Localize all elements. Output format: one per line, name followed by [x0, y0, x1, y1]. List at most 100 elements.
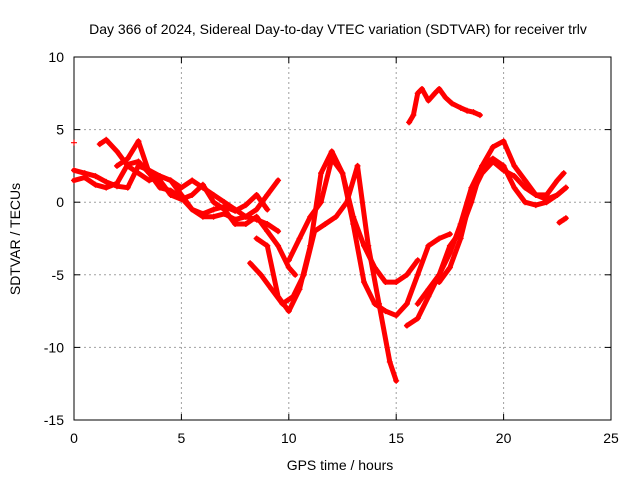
data-point [257, 271, 264, 278]
data-point [113, 162, 120, 169]
data-point [382, 279, 389, 286]
data-point [382, 308, 389, 315]
data-point [210, 199, 217, 206]
chart-title: Day 366 of 2024, Sidereal Day-to-day VTE… [89, 21, 587, 37]
data-point [253, 213, 260, 220]
series-trace [556, 215, 569, 225]
data-point [167, 191, 174, 198]
data-point [436, 85, 443, 92]
y-tick-label: -5 [52, 267, 65, 283]
y-tick-label: 10 [48, 49, 64, 65]
data-point [264, 228, 271, 235]
data-point [113, 148, 120, 155]
data-point [532, 191, 539, 198]
data-point [489, 144, 496, 151]
data-point [425, 242, 432, 249]
data-point [562, 184, 569, 191]
data-point [431, 90, 438, 97]
data-point [371, 300, 378, 307]
data-point [189, 177, 196, 184]
data-point [511, 173, 518, 180]
series-trace [97, 137, 281, 223]
data-point [479, 170, 486, 177]
data-point [457, 104, 464, 111]
series-track-10 [436, 158, 567, 286]
data-point [449, 100, 456, 107]
data-point [322, 220, 329, 227]
data-point [146, 170, 153, 177]
data-point [210, 213, 217, 220]
data-point [500, 138, 507, 145]
data-point [479, 162, 486, 169]
data-point [275, 177, 282, 184]
data-point [199, 213, 206, 220]
data-point [425, 286, 432, 293]
data-point [511, 162, 518, 169]
x-tick-labels: 0 5 10 15 20 25 [70, 430, 619, 446]
data-point [156, 177, 163, 184]
data-point [436, 279, 443, 286]
data-point [242, 213, 249, 220]
data-point [562, 215, 569, 222]
data-point [436, 271, 443, 278]
data-point [221, 206, 228, 213]
y-axis-label: SDTVAR / TECUs [7, 183, 23, 295]
data-point [360, 279, 367, 286]
data-point [543, 199, 550, 206]
data-point [167, 177, 174, 184]
series-track-12 [556, 215, 569, 226]
data-point [135, 158, 142, 165]
data-point [489, 158, 496, 165]
data-point [436, 235, 443, 242]
data-point [242, 220, 249, 227]
grid-lines [74, 57, 611, 420]
data-point [470, 109, 477, 116]
y-tick-label: -15 [44, 412, 64, 428]
series-track-11 [406, 85, 483, 126]
data-point [339, 170, 346, 177]
data-point [543, 191, 550, 198]
data-point [425, 293, 432, 300]
data-point [554, 177, 561, 184]
data-point [446, 250, 453, 257]
data-point [414, 315, 421, 322]
data-point [476, 112, 483, 119]
data-point [446, 231, 453, 238]
data-point [500, 167, 507, 174]
data-point [279, 300, 286, 307]
data-point [124, 155, 131, 162]
series-trace [286, 156, 453, 318]
data-point [92, 181, 99, 188]
data-point [253, 206, 260, 213]
data-point [146, 177, 153, 184]
data-point [522, 199, 529, 206]
data-point [71, 139, 77, 146]
data-point [178, 184, 185, 191]
series-track-3 [96, 136, 282, 223]
data-point [442, 94, 449, 101]
data-point [307, 213, 314, 220]
y-tick-label: -10 [44, 339, 64, 355]
x-tick-label: 0 [70, 430, 78, 446]
data-point [178, 196, 185, 203]
x-axis-label: GPS time / hours [287, 457, 394, 473]
data-point [285, 264, 292, 271]
data-point [446, 264, 453, 271]
x-tick-label: 5 [178, 430, 186, 446]
series-track-7 [285, 155, 453, 319]
series-track-2 [71, 158, 271, 217]
data-point [418, 85, 425, 92]
data-point [403, 300, 410, 307]
data-point [253, 235, 260, 242]
plot-area-frame [73, 56, 612, 421]
data-point [560, 170, 567, 177]
data-point [199, 181, 206, 188]
data-point [124, 162, 131, 169]
data-point [350, 220, 357, 227]
data-point [275, 242, 282, 249]
data-point [403, 271, 410, 278]
data-point [124, 184, 131, 191]
data-point [386, 358, 393, 365]
data-point [328, 155, 335, 162]
data-point [464, 107, 471, 114]
